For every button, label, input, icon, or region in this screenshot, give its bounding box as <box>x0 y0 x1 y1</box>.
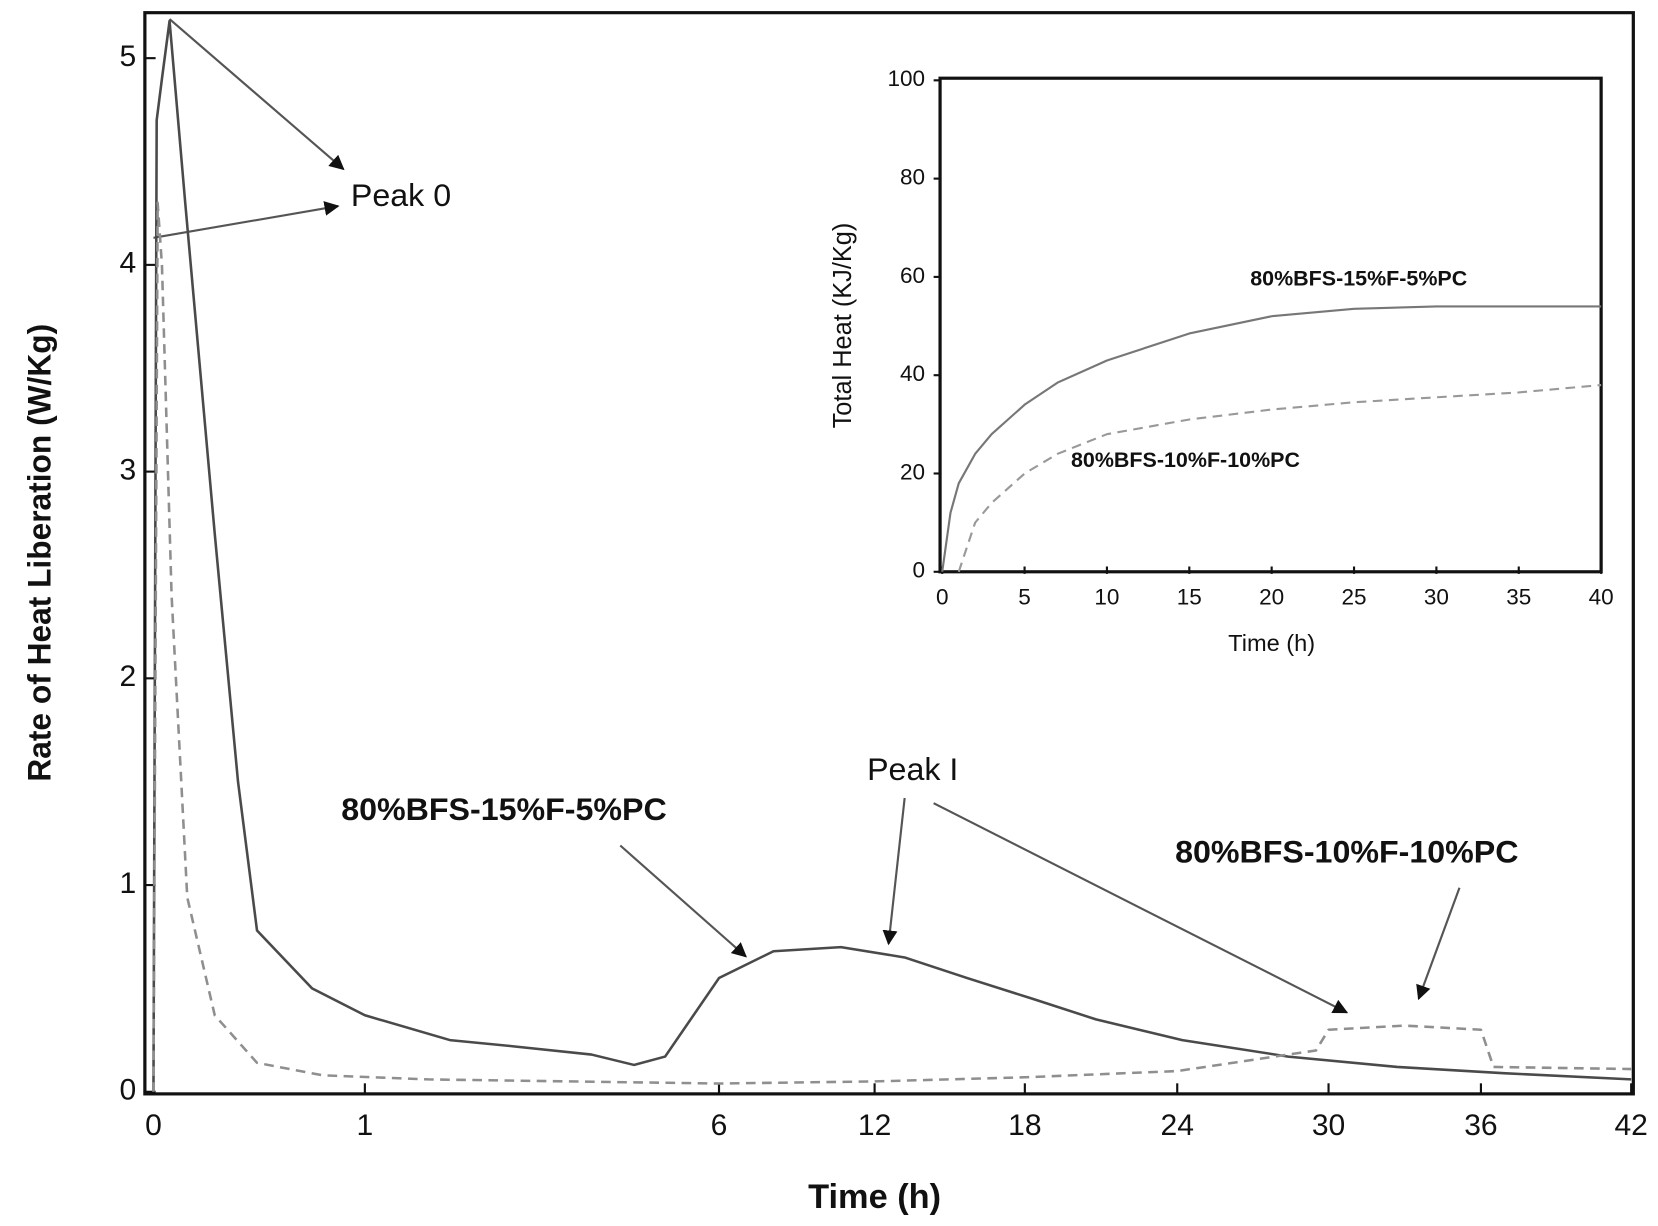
y-tick-label: 2 <box>120 660 137 693</box>
x-tick-label: 42 <box>1614 1109 1647 1142</box>
annotation: Peak 0 <box>351 177 451 213</box>
x-tick-label: 15 <box>1177 584 1202 609</box>
y-tick-label: 100 <box>887 66 925 91</box>
x-axis-title: Time (h) <box>808 1178 941 1216</box>
y-tick-label: 80 <box>900 165 925 190</box>
series-line <box>941 305 1602 572</box>
y-axis-title: Total Heat (KJ/Kg) <box>829 223 857 429</box>
x-tick-label: 1 <box>357 1109 374 1142</box>
y-tick-label: 20 <box>900 460 925 485</box>
x-tick-label: 20 <box>1259 584 1284 609</box>
series-label: 80%BFS-15%F-5%PC <box>341 791 666 827</box>
x-tick-label: 30 <box>1312 1109 1345 1142</box>
x-tick-label: 24 <box>1161 1109 1194 1142</box>
main-frame <box>143 11 1635 1096</box>
x-tick-label: 35 <box>1506 584 1531 609</box>
annotation: Peak I <box>867 751 958 787</box>
x-tick-label: 40 <box>1589 584 1614 609</box>
x-tick-label: 30 <box>1424 584 1449 609</box>
x-tick-label: 6 <box>711 1109 728 1142</box>
y-tick-label: 3 <box>120 454 137 487</box>
y-tick-label: 0 <box>913 558 926 583</box>
y-tick-label: 0 <box>120 1074 137 1107</box>
series-line <box>152 19 1632 1092</box>
arrows <box>153 18 1461 1014</box>
x-tick-label: 25 <box>1342 584 1367 609</box>
y-tick-label: 40 <box>900 361 925 386</box>
y-tick-label: 5 <box>120 40 137 73</box>
inset-frame <box>938 76 1603 574</box>
x-tick-label: 18 <box>1008 1109 1041 1142</box>
x-tick-label: 12 <box>858 1109 891 1142</box>
arrow <box>1416 887 1461 1001</box>
x-tick-label: 5 <box>1018 584 1031 609</box>
arrow <box>168 18 345 171</box>
series-line <box>957 383 1602 573</box>
series-label: 80%BFS-15%F-5%PC <box>1250 267 1467 291</box>
series-label: 80%BFS-10%F-10%PC <box>1071 448 1300 472</box>
y-tick-label: 4 <box>120 247 137 280</box>
arrow <box>933 802 1349 1014</box>
x-tick-label: 0 <box>145 1109 162 1142</box>
arrow <box>882 797 906 946</box>
x-tick-label: 10 <box>1094 584 1119 609</box>
arrow <box>619 844 747 958</box>
x-axis-title: Time (h) <box>1228 630 1315 656</box>
y-axis-title: Rate of Heat Liberation (W/Kg) <box>21 324 57 782</box>
y-tick-label: 1 <box>120 867 137 900</box>
series-label: 80%BFS-10%F-10%PC <box>1175 834 1518 870</box>
x-tick-label: 36 <box>1464 1109 1497 1142</box>
x-tick-label: 0 <box>936 584 949 609</box>
arrow <box>153 201 340 239</box>
y-tick-label: 60 <box>900 263 925 288</box>
series-line <box>152 201 1632 1092</box>
